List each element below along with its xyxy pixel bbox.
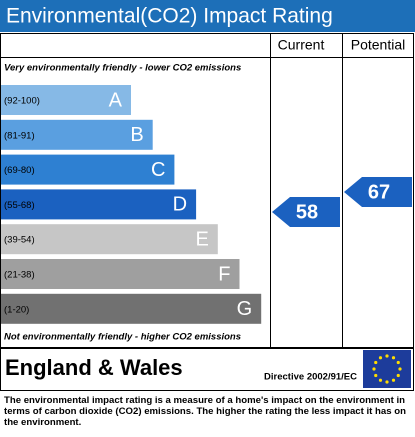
band xyxy=(1,259,240,289)
band-range: (1-20) xyxy=(4,304,29,315)
flag-star xyxy=(378,356,383,360)
flag-star xyxy=(374,360,378,365)
current-value: 58 xyxy=(296,201,318,223)
band xyxy=(1,154,175,185)
band xyxy=(1,189,197,220)
flag-star xyxy=(372,367,376,371)
chart-title: Environmental(CO2) Impact Rating xyxy=(6,5,333,28)
band xyxy=(1,224,218,255)
band-letter: B xyxy=(130,124,143,146)
current-arrow xyxy=(272,197,340,227)
potential-arrow xyxy=(344,177,412,207)
frame xyxy=(0,33,414,348)
bottom-note: Not environmentally friendly - higher CO… xyxy=(4,332,241,343)
title-bar xyxy=(0,0,415,32)
column-header: Potential xyxy=(351,37,405,53)
band-letter: F xyxy=(218,263,230,285)
flag-star xyxy=(391,378,396,382)
band-range: (81-91) xyxy=(4,130,35,141)
band xyxy=(1,119,153,150)
band-range: (39-54) xyxy=(4,235,35,246)
band-letter: D xyxy=(173,194,187,216)
band-letter: E xyxy=(195,228,208,250)
potential-value: 67 xyxy=(368,181,390,203)
flag-star xyxy=(396,360,400,365)
column-header: Current xyxy=(278,37,325,53)
band-range: (55-68) xyxy=(4,200,35,211)
description: The environmental impact rating is a mea… xyxy=(4,395,406,428)
band xyxy=(1,85,131,115)
flag-star xyxy=(391,356,396,360)
band-letter: A xyxy=(109,89,123,111)
flag-star xyxy=(385,354,389,358)
flag-star xyxy=(396,373,400,378)
flag-star xyxy=(374,373,378,378)
flag-star xyxy=(385,380,389,384)
band-letter: C xyxy=(151,159,165,181)
directive: Directive 2002/91/EC xyxy=(264,372,357,383)
band-range: (21-38) xyxy=(4,270,35,281)
band-letter: G xyxy=(237,298,253,320)
footer-frame xyxy=(0,348,414,391)
flag-star xyxy=(398,367,402,371)
band xyxy=(1,293,262,324)
band-range: (92-100) xyxy=(4,96,40,107)
flag-star xyxy=(378,378,383,382)
top-note: Very environmentally friendly - lower CO… xyxy=(4,63,241,74)
region: England & Wales xyxy=(5,355,183,380)
band-range: (69-80) xyxy=(4,165,35,176)
